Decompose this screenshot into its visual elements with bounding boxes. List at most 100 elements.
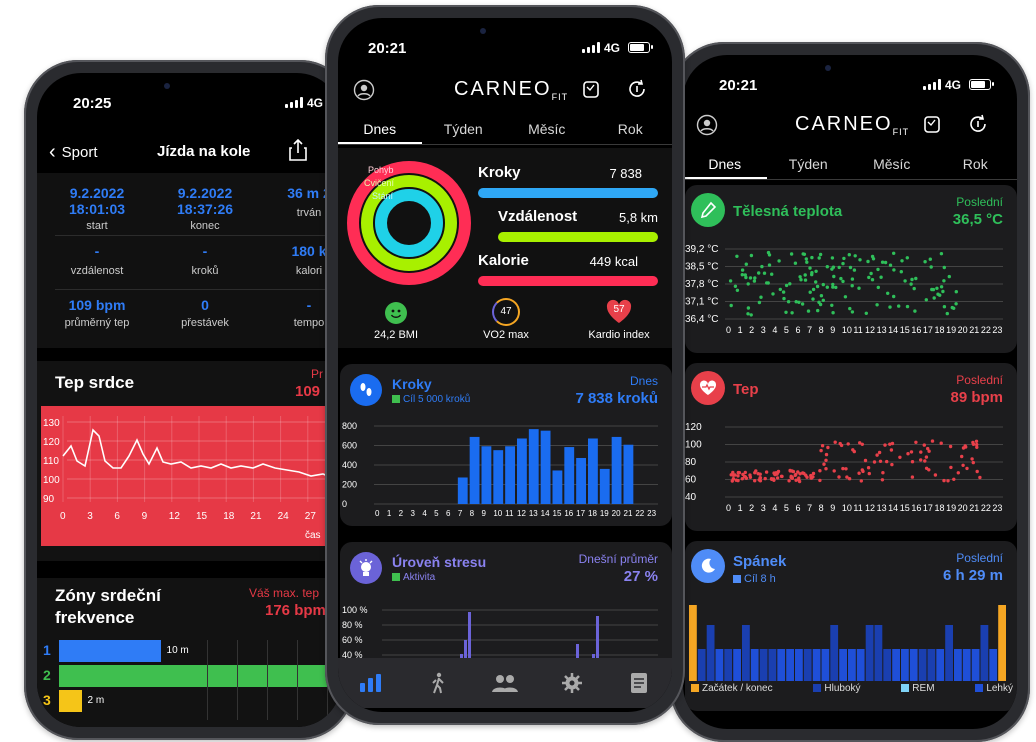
heart-rate-title: Tep srdce [55, 373, 135, 392]
data-point [898, 455, 902, 459]
profile-button[interactable] [352, 78, 376, 102]
sleep-card[interactable]: Spánek Cíl 8 h Poslední 6 h 29 m Začátek… [685, 541, 1017, 711]
stat-value: 109 bpm [68, 297, 126, 313]
data-point [775, 476, 780, 480]
data-point [808, 266, 812, 270]
data-point [869, 271, 873, 276]
bar [599, 468, 610, 504]
data-point [933, 473, 938, 477]
people-icon [491, 675, 518, 692]
data-point [753, 479, 757, 483]
cardio-indicator[interactable]: 57 Kardio index [574, 298, 664, 341]
share-button[interactable] [285, 137, 311, 163]
vo2-indicator[interactable]: 47 VO2 max [466, 298, 546, 341]
tick-label: 11 [505, 509, 514, 518]
tab-week[interactable]: Týden [443, 121, 483, 137]
temperature-card[interactable]: Tělesná teplota Poslední 36,5 °C 39,2 °C… [685, 185, 1017, 353]
nav-activity-button[interactable] [423, 668, 453, 698]
sync-button[interactable] [965, 111, 991, 137]
tick-label: 17 [923, 325, 933, 335]
profile-button[interactable] [695, 113, 719, 137]
sleep-goal-text: Cíl 8 h [744, 573, 776, 585]
tick-label: 39,2 °C [685, 244, 718, 255]
activity-rings [347, 161, 471, 285]
data-point [848, 306, 852, 311]
tick-label: 2 [749, 325, 754, 335]
data-point [811, 471, 816, 476]
tick-label: 19 [946, 503, 956, 513]
temperature-chart: 39,2 °C38,5 °C37,8 °C37,1 °C36,4 °C0 1 2 3 4… [685, 244, 1003, 335]
tab-today[interactable]: Dnes [338, 116, 422, 144]
network-label: 4G [945, 78, 962, 92]
sleep-bar [724, 649, 733, 681]
data-point [774, 471, 778, 475]
stat-label: tempo [293, 317, 325, 329]
zones-title-2: frekvence [55, 608, 135, 627]
tick-label: 11 [853, 325, 862, 335]
data-point [746, 282, 750, 286]
data-point [808, 290, 812, 294]
nav-friends-button[interactable] [490, 668, 520, 698]
back-button[interactable]: ‹ Sport [49, 139, 98, 165]
data-point [942, 305, 947, 309]
steps-badge [350, 374, 382, 406]
sync-button[interactable] [624, 76, 650, 102]
data-point [818, 469, 822, 473]
heart-rate-chart-svg: 13012011010090036912151821242730čas [43, 416, 341, 541]
tab-today[interactable]: Dnes [683, 151, 767, 179]
data-point [910, 475, 915, 479]
heart-rate-section: Tep srdce Pr 109 130 120 110 100 90 0 3 6 9 12 15 1… [37, 361, 341, 561]
sleep-bar [821, 649, 830, 681]
bar [611, 436, 622, 504]
status-time: 20:21 [719, 77, 758, 94]
heart-card[interactable]: Tep Poslední 89 bpm 120 100 80 60 40 0 1 2 3 4 5 6 7… [685, 363, 1017, 531]
tick-label: 7 [458, 509, 463, 518]
data-point [932, 296, 936, 300]
data-point [834, 285, 838, 290]
chart-icon [360, 674, 382, 692]
watch-button[interactable] [919, 111, 945, 137]
legend-label: Lehký [986, 683, 1013, 694]
nav-notes-button[interactable] [624, 668, 654, 698]
stat-label: kalori [295, 265, 323, 277]
tick-label: 1 [387, 509, 392, 518]
data-point [731, 473, 736, 477]
data-point [811, 287, 816, 292]
sleep-bar [909, 649, 918, 681]
tick-label: 8 [819, 503, 824, 513]
ring-label-move: Pohyb [368, 165, 394, 175]
legend-item: Lehký [975, 683, 1013, 694]
tab-month[interactable]: Měsíc [873, 156, 911, 172]
data-point [900, 259, 904, 263]
logo-suffix: FIT [551, 92, 569, 102]
tick-label: 3 [87, 511, 93, 522]
data-point [839, 443, 844, 448]
data-point [863, 458, 868, 463]
tick-label: 7 [807, 325, 812, 335]
stress-period: Dnešní průměr [578, 552, 658, 566]
tab-month[interactable]: Měsíc [528, 121, 566, 137]
stat-value: 9.2.2022 [69, 185, 125, 201]
tab-week[interactable]: Týden [788, 156, 828, 172]
bmi-indicator[interactable]: 24,2 BMI [356, 302, 436, 341]
stat-label: trván [296, 207, 322, 219]
watch-button[interactable] [578, 76, 604, 102]
sleep-bar [768, 649, 777, 681]
data-point [733, 284, 738, 288]
status-time: 20:25 [73, 95, 112, 112]
notch [430, 18, 580, 48]
data-point [746, 306, 751, 310]
nav-stats-button[interactable] [356, 668, 386, 698]
nav-settings-button[interactable] [557, 668, 587, 698]
stress-head-icon [359, 559, 373, 576]
activity-summary[interactable]: Pohyb Cvičení Stání Kroky 7 838 Vzdáleno… [338, 148, 672, 348]
data-point [924, 466, 929, 470]
data-point [860, 468, 864, 472]
stress-sub-text: Aktivita [403, 572, 436, 583]
data-point [803, 273, 807, 277]
zones-max-label: Váš max. tep [249, 586, 320, 600]
tab-year[interactable]: Rok [617, 121, 643, 137]
steps-card[interactable]: Kroky Cíl 5 000 kroků Dnes 7 838 kroků 8… [340, 364, 672, 526]
data-point [876, 267, 880, 272]
tab-year[interactable]: Rok [962, 156, 988, 172]
